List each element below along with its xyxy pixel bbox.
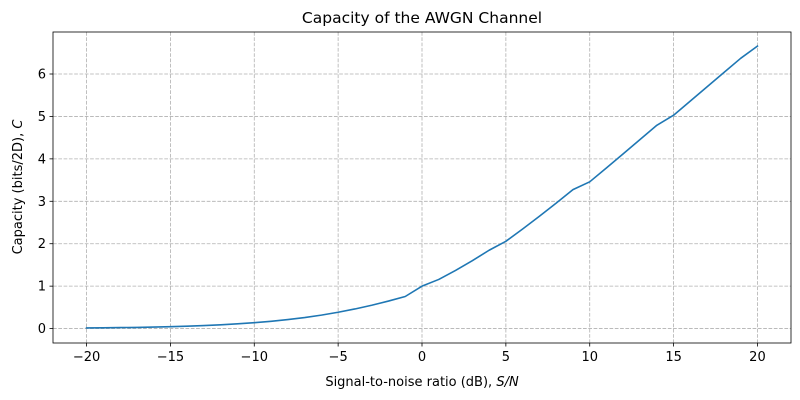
x-tick-label: 15	[665, 350, 682, 365]
x-axis-label: Signal-to-noise ratio (dB), S/N	[325, 375, 519, 390]
series-layer	[85, 44, 759, 329]
x-tick-label: 0	[418, 350, 426, 365]
x-tick-label: 5	[502, 350, 510, 365]
y-axis-label: Capacity (bits/2D), C	[11, 119, 26, 255]
x-tick-label: −5	[329, 350, 348, 365]
x-axis-label-text: Signal-to-noise ratio (dB),	[325, 375, 496, 390]
x-axis-label-symbol: S/N	[496, 375, 519, 390]
y-tick-label: 0	[38, 322, 46, 337]
y-tick-label: 5	[38, 110, 46, 125]
capacity-curve	[85, 44, 759, 329]
chart-title: Capacity of the AWGN Channel	[302, 9, 542, 27]
y-tick-label: 2	[38, 237, 46, 252]
y-tick-label: 1	[38, 280, 46, 295]
x-tick-label: −10	[241, 350, 268, 365]
x-tick-label: 10	[581, 350, 598, 365]
x-tick-label: −15	[157, 350, 184, 365]
x-tick-label: 20	[749, 350, 766, 365]
y-axis-label-symbol: C	[11, 119, 26, 129]
ticks: −20 −15 −10 −5 0 5 10 15 20 0 1 2 3 4 5 6	[38, 68, 766, 365]
y-tick-label: 6	[38, 68, 46, 83]
y-axis-label-text: Capacity (bits/2D),	[11, 129, 26, 255]
y-tick-label: 3	[38, 195, 46, 210]
x-tick-label: −20	[73, 350, 100, 365]
y-tick-label: 4	[38, 152, 46, 167]
grid	[53, 32, 791, 343]
